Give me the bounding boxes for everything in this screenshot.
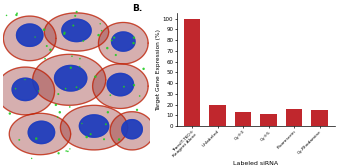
Point <box>74 86 79 89</box>
Point <box>41 28 47 31</box>
Polygon shape <box>62 19 91 42</box>
Point <box>101 138 107 141</box>
Point <box>141 68 146 70</box>
Polygon shape <box>107 73 134 96</box>
Point <box>96 34 101 37</box>
Point <box>63 87 68 90</box>
Point <box>7 112 13 115</box>
Point <box>113 54 119 56</box>
Polygon shape <box>0 67 54 115</box>
Point <box>92 75 98 78</box>
Point <box>65 150 71 153</box>
Point <box>103 123 108 125</box>
Point <box>109 39 114 42</box>
Point <box>77 65 82 68</box>
Point <box>55 116 61 119</box>
Point <box>67 148 73 150</box>
Polygon shape <box>112 32 135 51</box>
Point <box>53 104 58 106</box>
Polygon shape <box>55 65 87 91</box>
Polygon shape <box>12 78 38 101</box>
Polygon shape <box>107 73 134 96</box>
Point <box>62 33 67 35</box>
Point <box>42 57 48 60</box>
Point <box>69 55 75 58</box>
Polygon shape <box>110 112 154 150</box>
Point <box>81 40 86 42</box>
Polygon shape <box>122 120 142 139</box>
Point <box>29 157 34 160</box>
Bar <box>260 114 277 126</box>
Polygon shape <box>44 13 109 51</box>
Polygon shape <box>62 19 91 42</box>
Point <box>105 111 110 114</box>
Point <box>105 47 110 49</box>
Polygon shape <box>80 115 109 137</box>
Polygon shape <box>112 32 135 51</box>
Bar <box>286 109 302 126</box>
Point <box>44 45 50 47</box>
Point <box>17 139 22 141</box>
Point <box>34 137 39 140</box>
X-axis label: Labeled siRNA: Labeled siRNA <box>233 161 278 166</box>
Polygon shape <box>80 115 109 137</box>
Point <box>77 57 83 60</box>
Point <box>137 95 142 97</box>
Point <box>68 66 73 69</box>
Point <box>77 88 83 90</box>
Polygon shape <box>61 105 128 150</box>
Point <box>56 152 61 155</box>
Point <box>131 36 137 39</box>
Bar <box>184 19 200 126</box>
Polygon shape <box>9 113 71 155</box>
Bar <box>311 110 328 126</box>
Polygon shape <box>12 78 38 101</box>
Point <box>79 122 85 125</box>
Point <box>134 109 140 111</box>
Point <box>48 48 53 51</box>
Polygon shape <box>122 120 142 139</box>
Point <box>64 150 69 152</box>
Bar <box>209 105 226 126</box>
Point <box>121 85 126 88</box>
Point <box>55 93 61 95</box>
Point <box>98 22 103 25</box>
Polygon shape <box>99 22 148 64</box>
Point <box>14 12 20 15</box>
Polygon shape <box>28 121 54 144</box>
Point <box>36 90 41 92</box>
Point <box>131 84 137 86</box>
Point <box>131 42 136 44</box>
Polygon shape <box>55 65 87 91</box>
Point <box>108 94 113 96</box>
Point <box>57 111 63 114</box>
Y-axis label: Target Gene Expression (%): Target Gene Expression (%) <box>156 29 161 111</box>
Point <box>71 24 76 27</box>
Point <box>88 133 94 135</box>
Point <box>84 136 89 138</box>
Polygon shape <box>33 54 106 105</box>
Point <box>13 87 18 90</box>
Text: B.: B. <box>133 4 143 13</box>
Polygon shape <box>28 121 54 144</box>
Point <box>72 14 78 17</box>
Point <box>32 36 38 38</box>
Bar <box>235 112 251 126</box>
Point <box>22 78 28 81</box>
Point <box>99 29 104 32</box>
Text: A.: A. <box>8 8 18 17</box>
Point <box>67 106 72 108</box>
Point <box>116 138 122 141</box>
Point <box>74 10 79 13</box>
Point <box>14 14 19 16</box>
Point <box>4 14 9 17</box>
Point <box>112 36 117 39</box>
Polygon shape <box>92 64 148 109</box>
Point <box>62 31 67 34</box>
Polygon shape <box>17 24 43 46</box>
Polygon shape <box>17 24 43 46</box>
Polygon shape <box>3 16 56 61</box>
